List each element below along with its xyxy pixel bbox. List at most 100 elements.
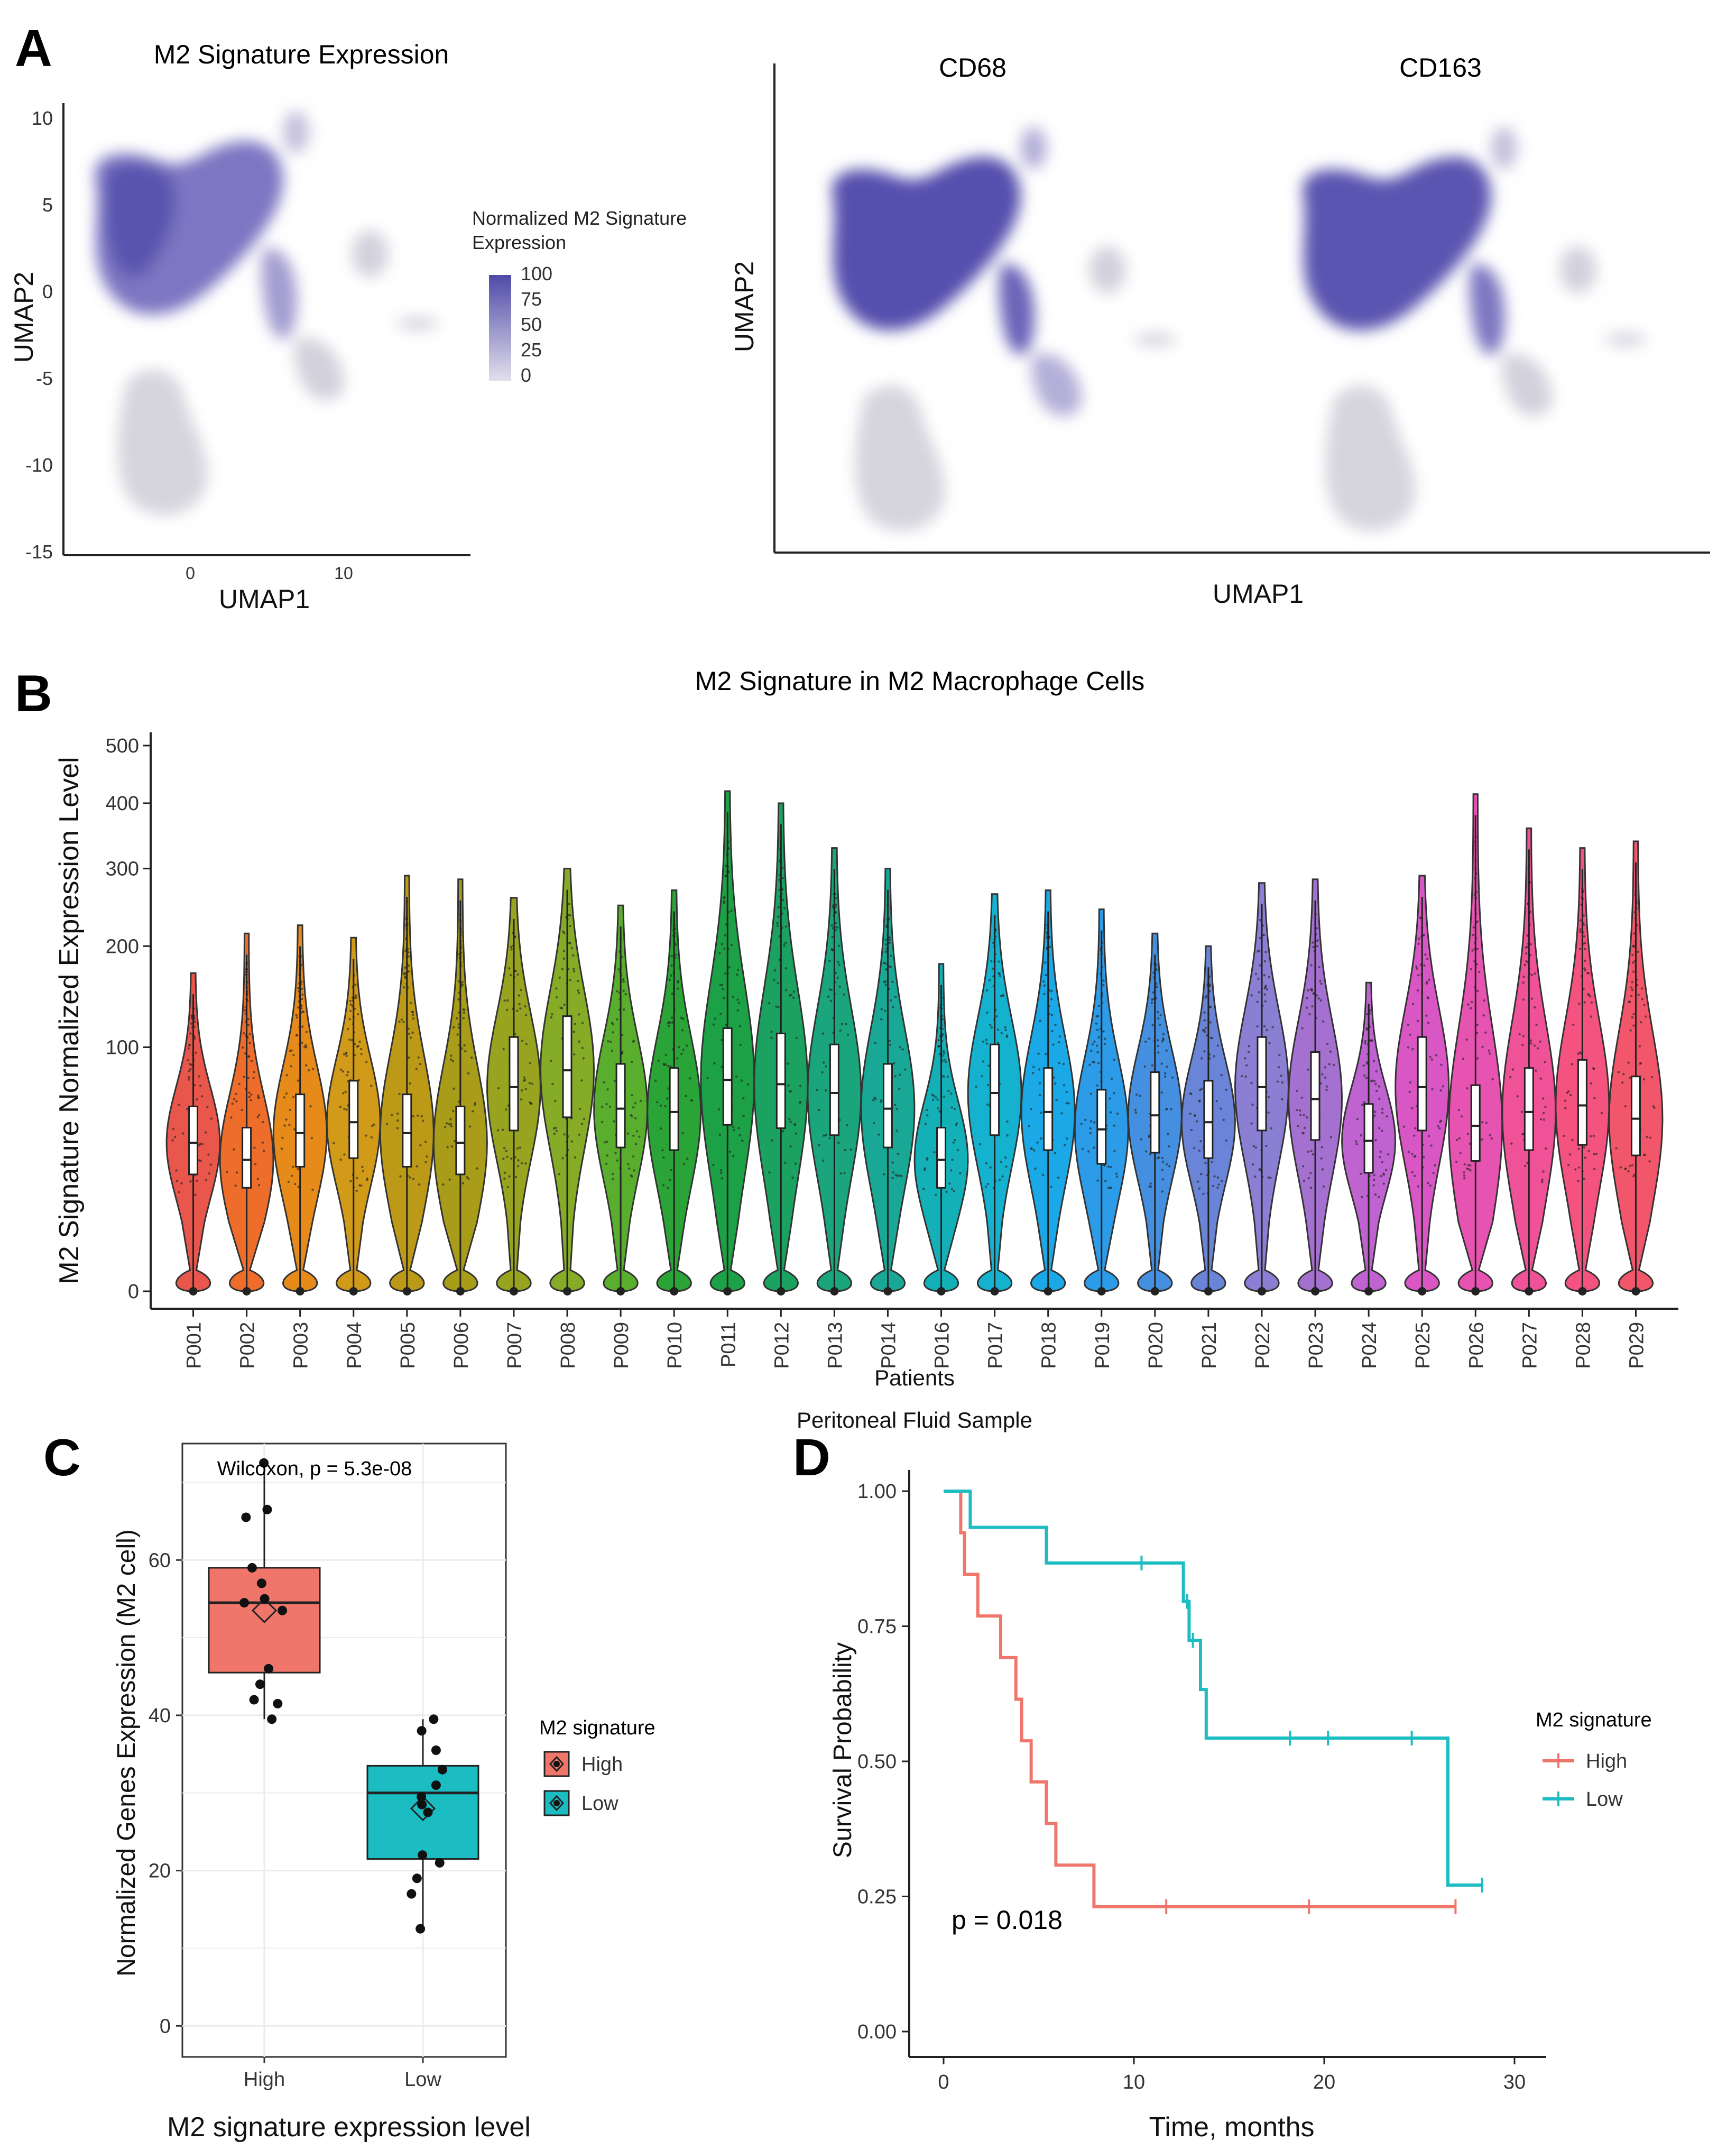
violin-point: [662, 1184, 665, 1187]
violin-point: [889, 939, 891, 941]
violin-point: [1134, 1111, 1138, 1114]
violin-point: [365, 1134, 367, 1137]
violin-point: [467, 1177, 470, 1180]
violin-point: [1633, 932, 1636, 935]
violin-point: [773, 969, 777, 972]
violin-point: [451, 1060, 455, 1063]
violin-point: [837, 1141, 840, 1144]
violin-point: [358, 1184, 361, 1187]
violin-point: [528, 1081, 531, 1085]
violin-point: [348, 1039, 351, 1041]
violin-point: [1417, 942, 1420, 945]
violin-point: [792, 990, 795, 993]
violin-point: [407, 951, 410, 954]
violin-point: [775, 1005, 778, 1008]
violin-point: [900, 1174, 903, 1178]
violin-point: [208, 1172, 211, 1175]
violin-point: [670, 964, 673, 967]
boxplot-xtick-label: High: [244, 2069, 285, 2091]
violin-point: [1640, 1021, 1642, 1024]
violin-point: [281, 1136, 284, 1140]
violin-point: [1244, 1075, 1247, 1078]
violin-point: [238, 1082, 241, 1086]
violin-point: [233, 1148, 235, 1151]
violin-point: [419, 1062, 421, 1065]
violin-point: [301, 987, 303, 990]
violin-point: [1587, 972, 1590, 975]
violin-point: [1632, 944, 1635, 947]
violin-point: [721, 1177, 724, 1180]
violin-point: [517, 1159, 520, 1162]
violin-box: [722, 1027, 733, 1126]
violin-point: [1161, 1160, 1165, 1163]
violin-point: [787, 1084, 790, 1087]
violin-point: [1631, 1016, 1634, 1019]
violin-point: [664, 1063, 667, 1066]
violin-point: [1583, 1001, 1586, 1004]
umap-cluster-top: [1302, 157, 1491, 330]
boxplot-point: [431, 1745, 441, 1755]
violin-point: [789, 1090, 792, 1093]
violin-zero-point: [937, 1287, 946, 1295]
violin-point: [1054, 1152, 1057, 1154]
violin-point: [1584, 969, 1586, 971]
violin-point: [290, 1174, 293, 1177]
violin-point: [1522, 998, 1525, 1001]
violin-point: [574, 1023, 577, 1025]
violin-point: [1259, 918, 1262, 922]
violin-point: [354, 994, 357, 997]
violin-point: [739, 1044, 742, 1046]
violin-point: [1600, 1111, 1603, 1115]
violin-point: [371, 1124, 374, 1127]
violin-point: [1430, 1144, 1433, 1147]
violin-point: [712, 1023, 715, 1026]
violin-point: [1037, 1052, 1040, 1055]
violin-point: [1525, 960, 1528, 963]
violin-point: [300, 997, 303, 1000]
violin-ytick-label: 400: [106, 793, 139, 815]
violin-point: [1259, 964, 1262, 967]
violin-point: [737, 1002, 741, 1005]
boxplot-point: [435, 1858, 445, 1868]
violin-point: [1518, 1033, 1521, 1036]
violin-point: [792, 996, 795, 999]
violin-point: [1221, 1180, 1223, 1182]
violin-point: [529, 1062, 532, 1064]
boxplot-point: [412, 1873, 422, 1883]
violin-point: [1000, 1161, 1002, 1163]
umap-m2-ylabel: UMAP2: [9, 272, 39, 363]
violin-point: [1481, 1138, 1483, 1141]
violin-point: [1539, 1077, 1542, 1080]
violin-point: [356, 1177, 358, 1179]
violin-point: [297, 1079, 300, 1082]
violin-point: [449, 1118, 452, 1120]
violin-point: [613, 1120, 615, 1123]
violin-xlabel: Patients: [874, 1365, 955, 1390]
violin-box: [562, 1015, 572, 1118]
violin-point: [1199, 1140, 1202, 1143]
violin-box: [1043, 1067, 1054, 1151]
violin-point: [1157, 1045, 1159, 1048]
violin-point: [728, 966, 731, 969]
violin-point: [1039, 1019, 1041, 1022]
violin-point: [181, 1132, 184, 1135]
violin-point: [524, 1162, 527, 1165]
violin-point: [1213, 1175, 1216, 1178]
violin-point: [1322, 1020, 1325, 1023]
violin-zero-point: [830, 1287, 839, 1295]
violin-point: [931, 1098, 935, 1101]
violin-point: [248, 1042, 251, 1044]
violin-point: [989, 1166, 992, 1169]
violin-point: [987, 1064, 990, 1067]
violin-point: [254, 1163, 257, 1165]
violin-point: [1455, 1138, 1458, 1142]
violin-point: [1048, 945, 1051, 949]
violin-point: [569, 914, 571, 917]
violin-point: [1307, 1177, 1310, 1180]
violin-point: [250, 1099, 253, 1101]
violin-point: [1541, 1181, 1544, 1183]
violin-point: [1156, 1039, 1159, 1042]
violin-point: [682, 1049, 685, 1051]
violin-point: [189, 1068, 192, 1071]
violin-point: [669, 1065, 672, 1068]
